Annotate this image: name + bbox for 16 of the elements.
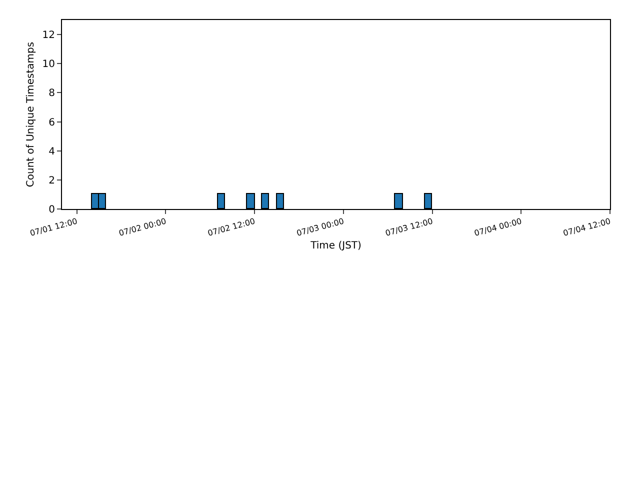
x-tick-label: 07/02 12:00 xyxy=(206,216,256,238)
x-tick-label: 07/04 12:00 xyxy=(562,216,612,238)
y-tick-label: 10 xyxy=(42,59,55,70)
y-tick-label: 8 xyxy=(48,88,55,100)
x-axis-title: Time (JST) xyxy=(310,240,362,252)
x-tick-label: 07/03 00:00 xyxy=(296,216,345,238)
y-tick-label: 12 xyxy=(42,30,55,42)
y-tick-label: 6 xyxy=(48,117,55,128)
y-tick-label: 4 xyxy=(48,146,55,158)
y-tick-label: 2 xyxy=(48,175,55,186)
x-tick-label: 07/04 00:00 xyxy=(473,216,523,238)
y-tick-label: 0 xyxy=(48,204,55,216)
x-tick-label: 07/01 12:00 xyxy=(29,216,78,238)
x-tick-label: 07/02 00:00 xyxy=(118,216,168,238)
y-axis-title: Count of Unique Timestamps xyxy=(25,42,36,188)
x-tick-label: 07/03 12:00 xyxy=(384,216,434,238)
